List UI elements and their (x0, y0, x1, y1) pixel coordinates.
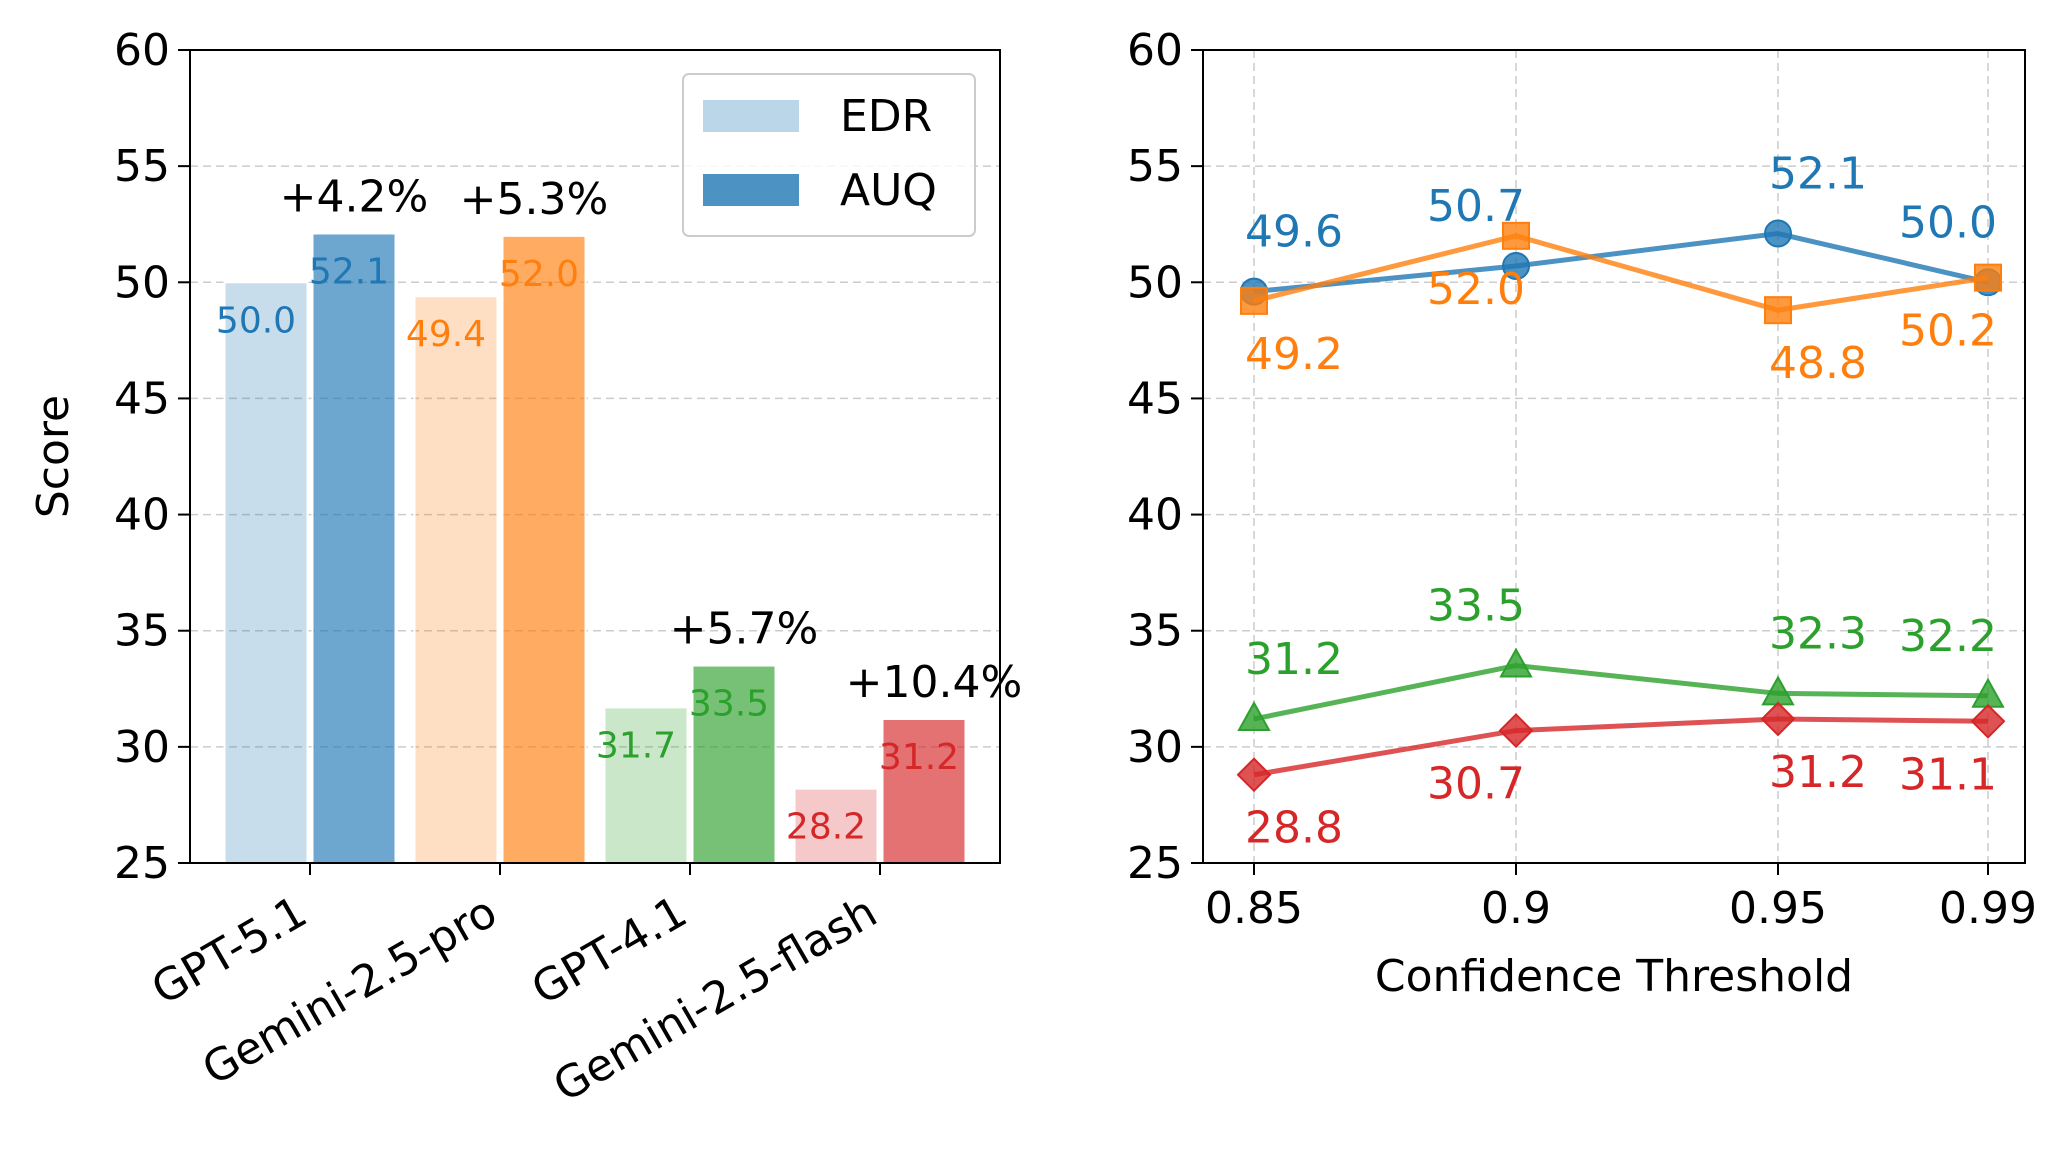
y-tick-label: 35 (1127, 606, 1183, 657)
bar-auq (881, 717, 967, 864)
point-value-label: 50.2 (1899, 306, 1997, 357)
y-tick-label: 30 (1127, 722, 1183, 773)
series-circle: 49.650.752.150.0 (1240, 149, 2002, 306)
point-value-label: 30.7 (1427, 759, 1525, 810)
series-square: 49.2 52.0 48.8 50.2 (1240, 221, 2002, 389)
x-tick-label: 0.9 (1481, 883, 1551, 934)
point-value-label: 28.8 (1245, 803, 1343, 854)
improvement-label: +10.4% (846, 657, 1023, 708)
point-value-label: 49.2 (1245, 329, 1343, 380)
y-tick-label: 40 (1127, 490, 1183, 541)
bar-value-label: 33.5 (689, 684, 769, 725)
legend: EDR AUQ (682, 73, 976, 237)
bar-auq (311, 232, 397, 864)
x-axis-title: Confidence Threshold (1375, 951, 1853, 1002)
bar-edr (223, 281, 309, 864)
marker-diamond (1498, 713, 1534, 749)
y-tick-label: 55 (114, 141, 170, 192)
point-value-label: 52.1 (1769, 149, 1867, 200)
bar-edr (793, 787, 879, 865)
legend-swatch-edr (703, 100, 799, 132)
y-axis-title: Score (28, 395, 79, 518)
y-tick-label: 50 (1127, 257, 1183, 308)
marker-diamond (1236, 757, 1272, 793)
y-tick-label: 60 (114, 25, 170, 76)
bar-value-label: 52.1 (309, 252, 389, 293)
improvement-label: +4.2% (280, 172, 429, 223)
marker-triangle (1237, 700, 1271, 731)
marker-triangle (1499, 647, 1533, 678)
x-tick-label: 0.85 (1205, 883, 1303, 934)
point-value-label: 32.2 (1899, 611, 1997, 662)
y-tick-label: 30 (114, 722, 170, 773)
marker-square (1502, 221, 1530, 250)
series-diamond: 28.8 30.7 31.2 31.1 (1236, 701, 2006, 854)
marker-circle (1502, 252, 1530, 281)
bar-auq (691, 664, 777, 864)
marker-diamond (1970, 703, 2006, 739)
series-line (1253, 663, 1989, 722)
bar-value-label: 52.0 (499, 254, 579, 295)
marker-square (1240, 286, 1268, 315)
point-value-label: 31.2 (1245, 634, 1343, 685)
point-value-label: 49.6 (1245, 207, 1343, 258)
bar-chart-panel: 253035404550556050.052.1+4.2%GPT-5.149.4… (28, 25, 1022, 1112)
x-tick-label: Gemini-2.5-flash (545, 886, 885, 1112)
point-value-label: 52.0 (1427, 264, 1525, 315)
point-value-label: 31.1 (1899, 749, 1997, 800)
x-tick-label: 0.95 (1729, 883, 1827, 934)
bar-value-label: 31.7 (596, 725, 676, 766)
y-tick-label: 35 (114, 606, 170, 657)
legend-label-auq: AUQ (840, 165, 937, 216)
marker-square (1974, 263, 2002, 292)
point-value-label: 50.0 (1899, 197, 1997, 248)
bar-auq (501, 234, 587, 865)
point-value-label: 31.2 (1769, 747, 1867, 798)
marker-square (1764, 296, 1792, 325)
bar-edr (603, 706, 689, 865)
series-triangle: 31.2 33.5 32.3 32.2 (1237, 581, 2005, 731)
legend-label-edr: EDR (840, 91, 932, 142)
y-tick-label: 55 (1127, 141, 1183, 192)
y-tick-label: 60 (1127, 25, 1183, 76)
improvement-label: +5.3% (460, 174, 609, 225)
y-tick-label: 50 (114, 257, 170, 308)
y-tick-label: 40 (114, 490, 170, 541)
axes-frame (189, 49, 1001, 864)
bar-edr (413, 295, 499, 865)
series-line (1253, 233, 1989, 313)
series-line (1253, 716, 1989, 778)
bar-value-label: 49.4 (406, 314, 486, 355)
point-value-label: 32.3 (1769, 608, 1867, 659)
y-tick-label: 25 (1127, 838, 1183, 889)
bar-value-label: 50.0 (216, 300, 296, 341)
y-tick-label: 45 (1127, 373, 1183, 424)
x-tick-label: 0.99 (1939, 883, 2037, 934)
marker-circle (1764, 219, 1792, 248)
legend-swatch-auq (703, 174, 799, 206)
axes-frame (1202, 49, 2026, 864)
y-tick-label: 25 (114, 838, 170, 889)
bar-value-label: 31.2 (879, 737, 959, 778)
point-value-label: 33.5 (1427, 581, 1525, 632)
point-value-label: 48.8 (1769, 338, 1867, 389)
y-tick-label: 45 (114, 373, 170, 424)
series-line (1253, 230, 1989, 295)
improvement-label: +5.7% (670, 604, 819, 655)
bar-value-label: 28.2 (786, 807, 866, 848)
marker-diamond (1760, 701, 1796, 737)
